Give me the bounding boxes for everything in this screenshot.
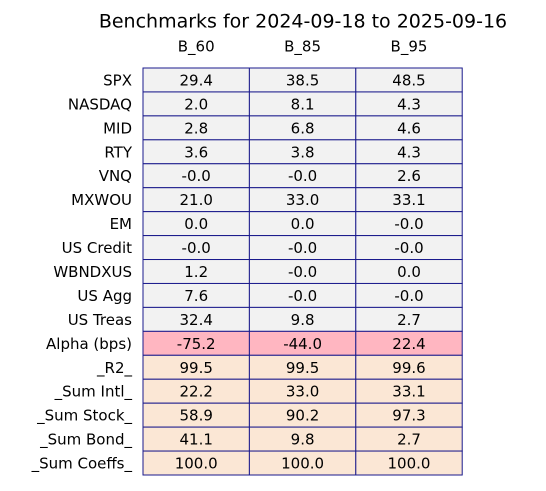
cell-value: 33.1 — [392, 383, 425, 401]
cell-value: 22.4 — [392, 335, 425, 353]
cell-value: 32.4 — [179, 311, 212, 329]
cell-value: 0.0 — [291, 215, 315, 233]
cell-value: 2.8 — [184, 119, 208, 137]
cell-value: 9.8 — [291, 431, 315, 449]
cell-value: 99.5 — [286, 359, 319, 377]
row-label: VNQ — [99, 167, 132, 185]
cell-value: -0.0 — [288, 167, 317, 185]
cell-value: 38.5 — [286, 71, 319, 89]
cell-value: -0.0 — [394, 239, 423, 257]
cell-value: 99.5 — [179, 359, 212, 377]
cell-value: 21.0 — [179, 191, 212, 209]
cell-value: 8.1 — [291, 95, 315, 113]
row-label: _Sum Stock_ — [36, 407, 132, 426]
cell-value: 33.1 — [392, 191, 425, 209]
column-header: B_85 — [284, 38, 321, 57]
cell-value: 3.8 — [291, 143, 315, 161]
cell-value: 2.7 — [397, 431, 421, 449]
row-label: US Treas — [68, 311, 132, 329]
cell-value: 100.0 — [388, 455, 431, 473]
cell-value: 33.0 — [286, 383, 319, 401]
cell-value: 100.0 — [281, 455, 324, 473]
cell-value: -0.0 — [288, 287, 317, 305]
cell-value: -0.0 — [394, 287, 423, 305]
cell-value: -0.0 — [394, 215, 423, 233]
row-label: SPX — [103, 71, 132, 89]
cell-value: 90.2 — [286, 407, 319, 425]
cell-value: 97.3 — [392, 407, 425, 425]
column-header: B_60 — [178, 38, 215, 57]
cell — [355, 450, 463, 476]
row-label: RTY — [104, 143, 132, 161]
cell-value: 4.3 — [397, 95, 421, 113]
cell-value: 22.2 — [179, 383, 212, 401]
cell-value: 2.0 — [184, 95, 208, 113]
row-label: _Sum Bond_ — [39, 431, 132, 450]
row-label: _R2_ — [96, 359, 132, 378]
title: Benchmarks for 2024-09-18 to 2025-09-16 — [99, 11, 507, 33]
cell-value: 33.0 — [286, 191, 319, 209]
cell-value: 99.6 — [392, 359, 425, 377]
cell-value: 29.4 — [179, 71, 212, 89]
cell-value: 4.3 — [397, 143, 421, 161]
row-label: MID — [103, 119, 132, 137]
cell-value: 4.6 — [397, 119, 421, 137]
row-label: _Sum Coeffs_ — [31, 455, 133, 474]
cell-value: 0.0 — [184, 215, 208, 233]
cell-value: -75.2 — [177, 335, 216, 353]
row-label: US Credit — [62, 239, 132, 257]
cell-value: 2.6 — [397, 167, 421, 185]
cell-value: 9.8 — [291, 311, 315, 329]
row-label: EM — [110, 215, 132, 233]
cell-value: 100.0 — [175, 455, 218, 473]
cell-value: -0.0 — [182, 167, 211, 185]
cell-value: 1.2 — [184, 263, 208, 281]
cell-value: 7.6 — [184, 287, 208, 305]
cell-value: 6.8 — [291, 119, 315, 137]
cell-value: -0.0 — [288, 263, 317, 281]
row-label: Alpha (bps) — [46, 335, 132, 353]
cell-value: -0.0 — [182, 239, 211, 257]
cell-value: 48.5 — [392, 71, 425, 89]
cell-value: 2.7 — [397, 311, 421, 329]
cell-value: 3.6 — [184, 143, 208, 161]
cell-value: 41.1 — [179, 431, 212, 449]
row-label: _Sum Intl_ — [54, 383, 133, 402]
row-label: NASDAQ — [68, 95, 132, 113]
cell-value: 0.0 — [397, 263, 421, 281]
cell-value: -0.0 — [288, 239, 317, 257]
row-label: WBNDXUS — [53, 263, 132, 281]
row-label: US Agg — [77, 287, 132, 305]
cell-value: 58.9 — [179, 407, 212, 425]
column-header: B_95 — [391, 38, 428, 57]
row-label: MXWOU — [71, 191, 132, 209]
cell-value: -44.0 — [283, 335, 322, 353]
